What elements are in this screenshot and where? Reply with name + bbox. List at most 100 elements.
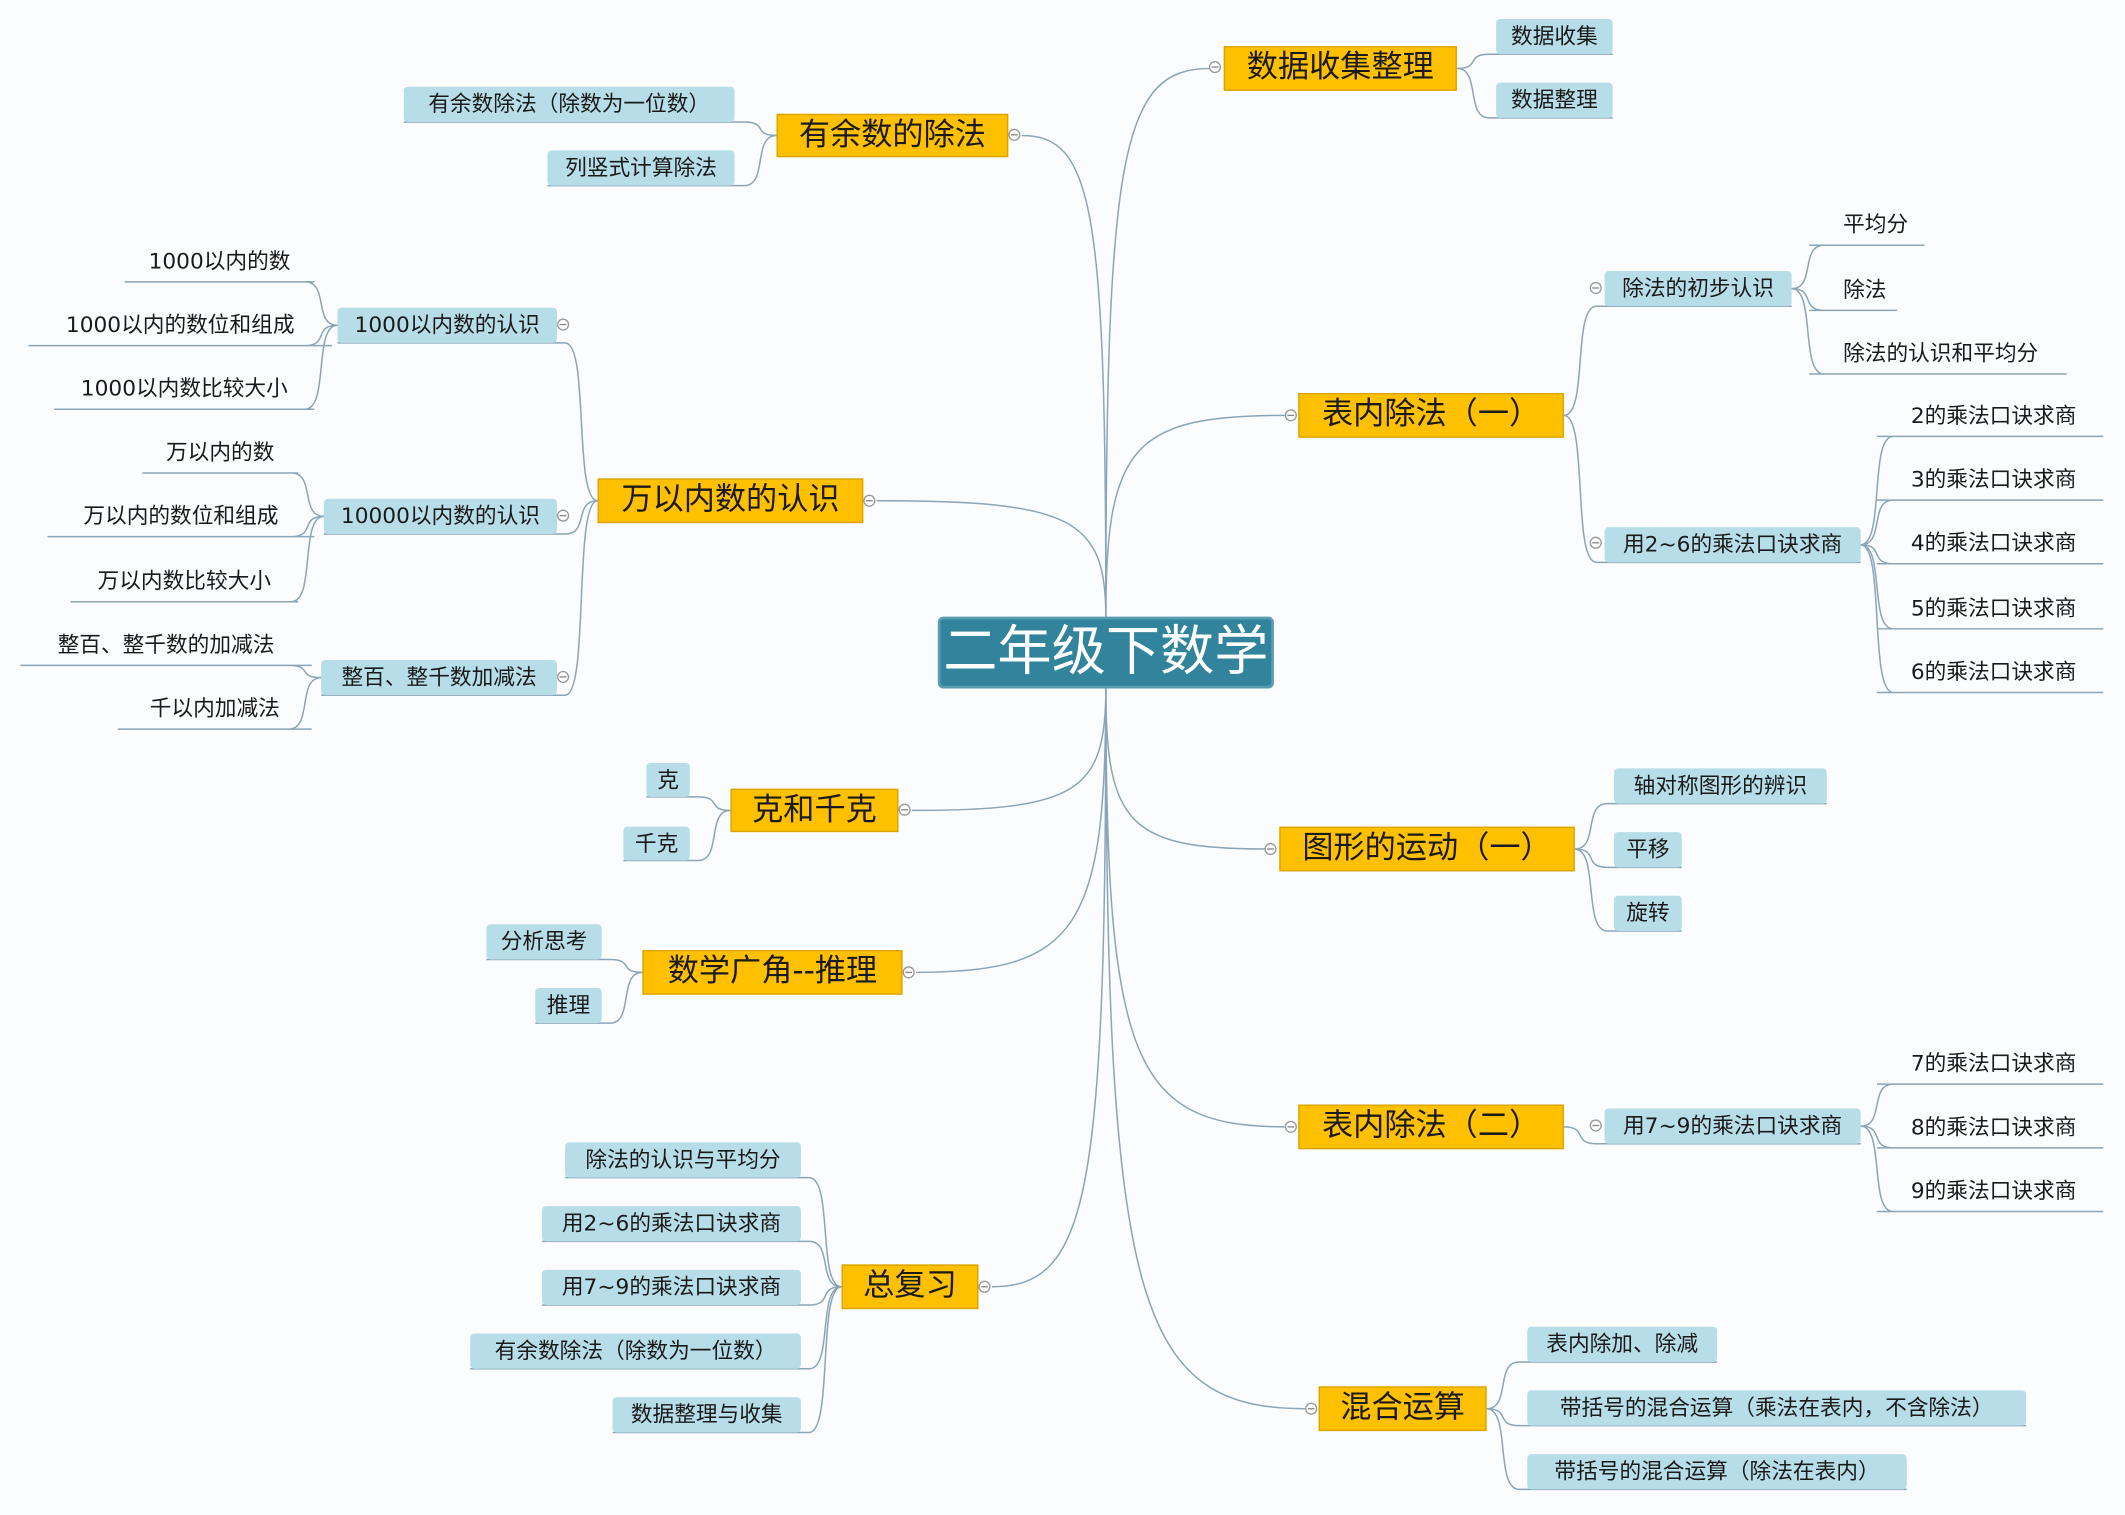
connector-line [70, 515, 325, 603]
subtopic[interactable]: 分析思考 [486, 924, 602, 960]
main-topic[interactable]: 数据收集整理 [1223, 46, 1457, 91]
connector-line [542, 1286, 842, 1306]
connector-line [1021, 134, 1107, 617]
collapse-toggle-icon[interactable] [1264, 842, 1277, 856]
connector-line [1456, 53, 1613, 70]
subtopic[interactable]: 用7~9的乘法口诀求商 [1604, 1108, 1861, 1144]
subtopic[interactable]: 轴对称图形的辨识 [1614, 768, 1827, 804]
subtopic[interactable]: 除法的认识与平均分 [565, 1142, 801, 1178]
collapse-toggle-icon[interactable] [1008, 128, 1021, 141]
subtopic[interactable]: 带括号的混合运算（除法在表内） [1527, 1454, 1907, 1490]
leaf-topic[interactable]: 3的乘法口诀求商 [1910, 466, 2077, 492]
main-topic[interactable]: 总复习 [841, 1264, 979, 1310]
leaf-topic[interactable]: 万以内的数位和组成 [83, 502, 279, 529]
main-topic[interactable]: 有余数的除法 [776, 113, 1009, 158]
subtopic[interactable]: 有余数除法（除数为一位数） [403, 86, 735, 122]
leaf-topic[interactable]: 万以内的数 [165, 439, 275, 465]
collapse-toggle-icon[interactable] [902, 966, 915, 979]
subtopic[interactable]: 整百、整千数加减法 [321, 659, 557, 696]
subtopic[interactable]: 千克 [623, 826, 690, 861]
connector-line [1860, 1125, 2104, 1213]
collapse-toggle-icon[interactable] [1284, 409, 1297, 422]
subtopic[interactable]: 表内除加、除减 [1527, 1326, 1718, 1362]
connector-line [1860, 544, 2104, 630]
leaf-topic[interactable]: 8的乘法口诀求商 [1910, 1113, 2077, 1140]
leaf-topic[interactable]: 5的乘法口诀求商 [1910, 594, 2077, 621]
connector-line [486, 958, 643, 974]
collapse-toggle-icon[interactable] [1589, 536, 1602, 549]
subtopic[interactable]: 列竖式计算除法 [547, 150, 735, 186]
connector-line [916, 688, 1107, 974]
subtopic[interactable]: 数据整理与收集 [612, 1397, 801, 1433]
connector-line [28, 324, 338, 347]
leaf-topic[interactable]: 除法的认识和平均分 [1843, 340, 2039, 366]
collapse-toggle-icon[interactable] [863, 494, 876, 507]
connector-line [1860, 544, 2104, 694]
collapse-toggle-icon[interactable] [978, 1280, 991, 1293]
subtopic[interactable]: 数据收集 [1496, 18, 1613, 55]
connector-line [1791, 287, 2067, 375]
leaf-topic[interactable]: 6的乘法口诀求商 [1910, 658, 2077, 685]
subtopic[interactable]: 旋转 [1614, 895, 1682, 932]
main-topic[interactable]: 表内除法（一） [1298, 393, 1564, 438]
collapse-toggle-icon[interactable] [1284, 1120, 1297, 1133]
leaf-topic[interactable]: 整百、整千数的加减法 [57, 631, 275, 658]
collapse-toggle-icon[interactable] [556, 670, 570, 684]
connector-line [1860, 1125, 2104, 1149]
leaf-topic[interactable]: 万以内数比较大小 [97, 567, 272, 594]
subtopic[interactable]: 推理 [535, 987, 602, 1024]
leaf-topic[interactable]: 4的乘法口诀求商 [1910, 529, 2077, 556]
connector-line [1860, 499, 2104, 546]
connector-line [542, 1240, 842, 1288]
subtopic[interactable]: 克 [646, 762, 690, 797]
connector-line [1574, 802, 1827, 850]
connector-line [612, 1286, 842, 1434]
main-topic[interactable]: 表内除法（二） [1298, 1104, 1564, 1150]
leaf-topic[interactable]: 2的乘法口诀求商 [1910, 402, 2077, 429]
subtopic[interactable]: 有余数除法（除数为一位数） [470, 1333, 801, 1369]
leaf-topic[interactable]: 1000以内的数 [148, 248, 291, 274]
leaf-topic[interactable]: 平均分 [1843, 211, 1909, 238]
main-topic[interactable]: 混合运算 [1318, 1386, 1487, 1432]
connector-line [403, 121, 777, 137]
subtopic[interactable]: 用2~6的乘法口诀求商 [1604, 527, 1861, 563]
collapse-toggle-icon[interactable] [898, 803, 911, 816]
subtopic[interactable]: 1000以内数的认识 [337, 307, 557, 343]
connector-line [20, 664, 322, 679]
leaf-topic[interactable]: 9的乘法口诀求商 [1910, 1177, 2077, 1204]
connector-line [1456, 67, 1613, 119]
subtopic[interactable]: 除法的初步认识 [1604, 271, 1792, 307]
leaf-topic[interactable]: 千以内加减法 [149, 695, 280, 721]
main-topic[interactable]: 万以内数的认识 [597, 478, 864, 524]
connector-line [876, 500, 1107, 617]
connector-line [1486, 1361, 1718, 1410]
subtopic[interactable]: 平移 [1614, 832, 1682, 868]
subtopic[interactable]: 10000以内数的认识 [323, 498, 557, 534]
leaf-topic[interactable]: 1000以内数比较大小 [80, 375, 288, 402]
connector-line [535, 971, 643, 1024]
collapse-toggle-icon[interactable] [1305, 1402, 1318, 1415]
connector-line [1486, 1407, 1907, 1491]
collapse-toggle-icon[interactable] [556, 318, 570, 331]
leaf-topic[interactable]: 除法 [1843, 276, 1887, 303]
subtopic[interactable]: 用7~9的乘法口诀求商 [542, 1269, 801, 1306]
connector-line [1574, 848, 1682, 869]
connector-line [1860, 1083, 2104, 1127]
collapse-toggle-icon[interactable] [1589, 1119, 1602, 1132]
leaf-topic[interactable]: 1000以内的数位和组成 [65, 311, 295, 338]
central-topic[interactable]: 二年级下数学 [937, 616, 1274, 689]
subtopic[interactable]: 用2~6的乘法口诀求商 [542, 1206, 801, 1242]
collapse-toggle-icon[interactable] [556, 509, 570, 522]
subtopic[interactable]: 带括号的混合运算（乘法在表内，不含除法） [1527, 1390, 2027, 1426]
main-topic[interactable]: 克和千克 [730, 788, 899, 833]
main-topic[interactable]: 数学广角--推理 [642, 949, 903, 995]
subtopic[interactable]: 数据整理 [1496, 82, 1613, 118]
collapse-toggle-icon[interactable] [1208, 60, 1222, 74]
collapse-toggle-icon[interactable] [1589, 281, 1602, 295]
main-topic[interactable]: 图形的运动（一） [1279, 826, 1575, 872]
connector-line [124, 281, 338, 326]
leaf-topic[interactable]: 7的乘法口诀求商 [1910, 1050, 2077, 1077]
connector-line [547, 134, 777, 187]
